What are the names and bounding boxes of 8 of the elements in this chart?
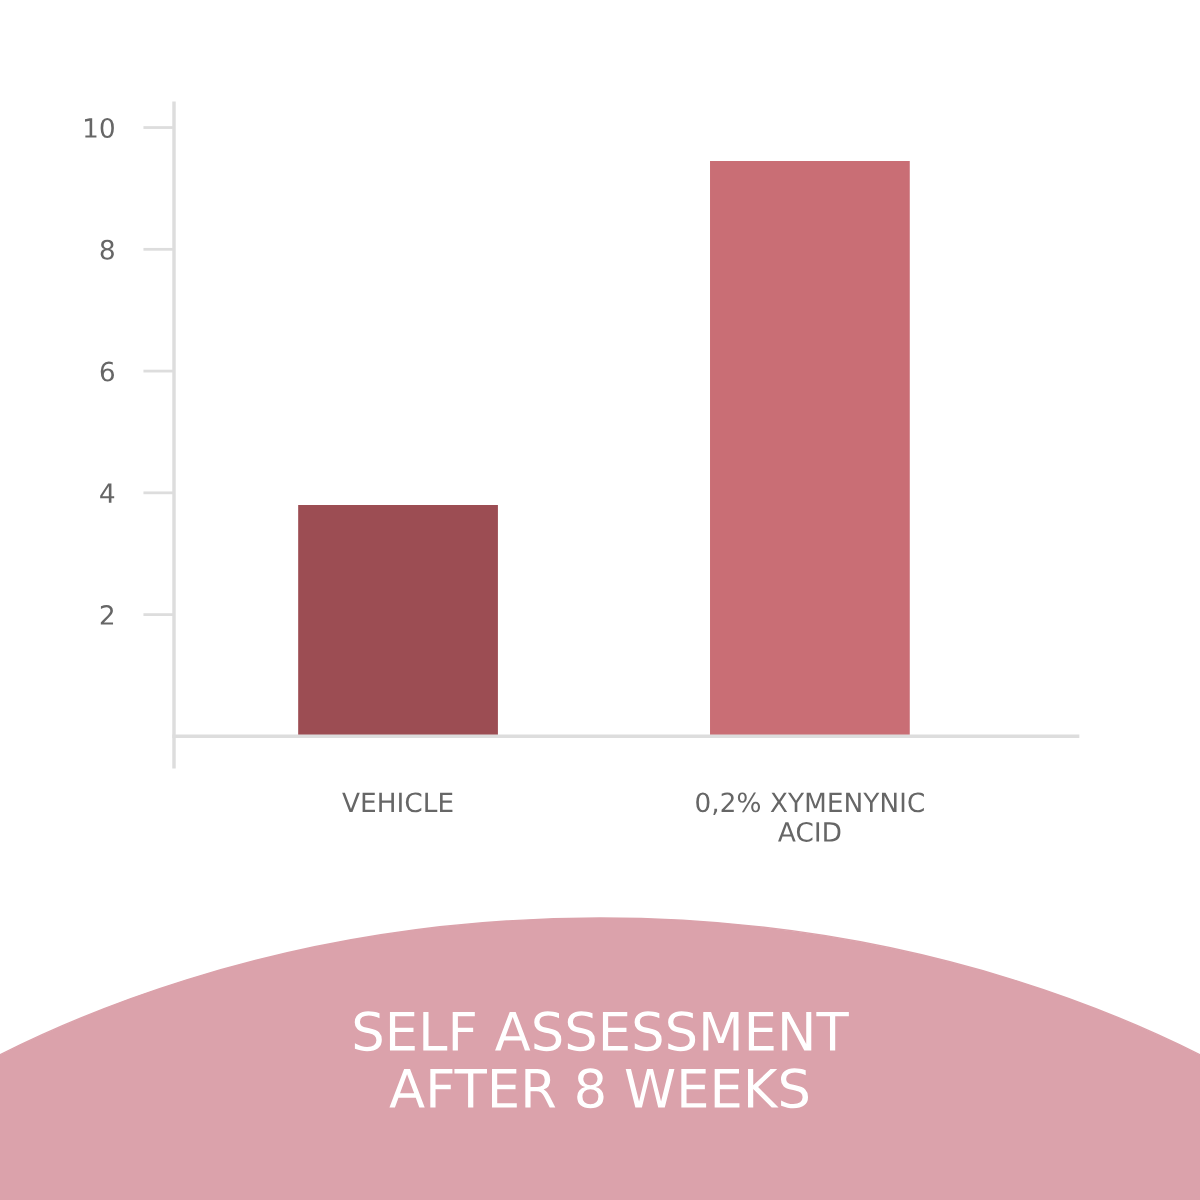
text: SELF ASSESSMENT AFTER 8 WEEKS — [354, 1011, 849, 1109]
y-tick-label: 10 — [84, 117, 114, 138]
y-tick-label: 2 — [100, 605, 114, 625]
x-tick-label: 0,2% XYMENYNIC ACID — [696, 792, 924, 842]
y-tick-label: 6 — [100, 361, 114, 382]
y-tick-label: 8 — [100, 239, 114, 260]
x-tick-label: VEHICLE — [342, 792, 453, 813]
y-tick-label: 4 — [100, 483, 115, 503]
